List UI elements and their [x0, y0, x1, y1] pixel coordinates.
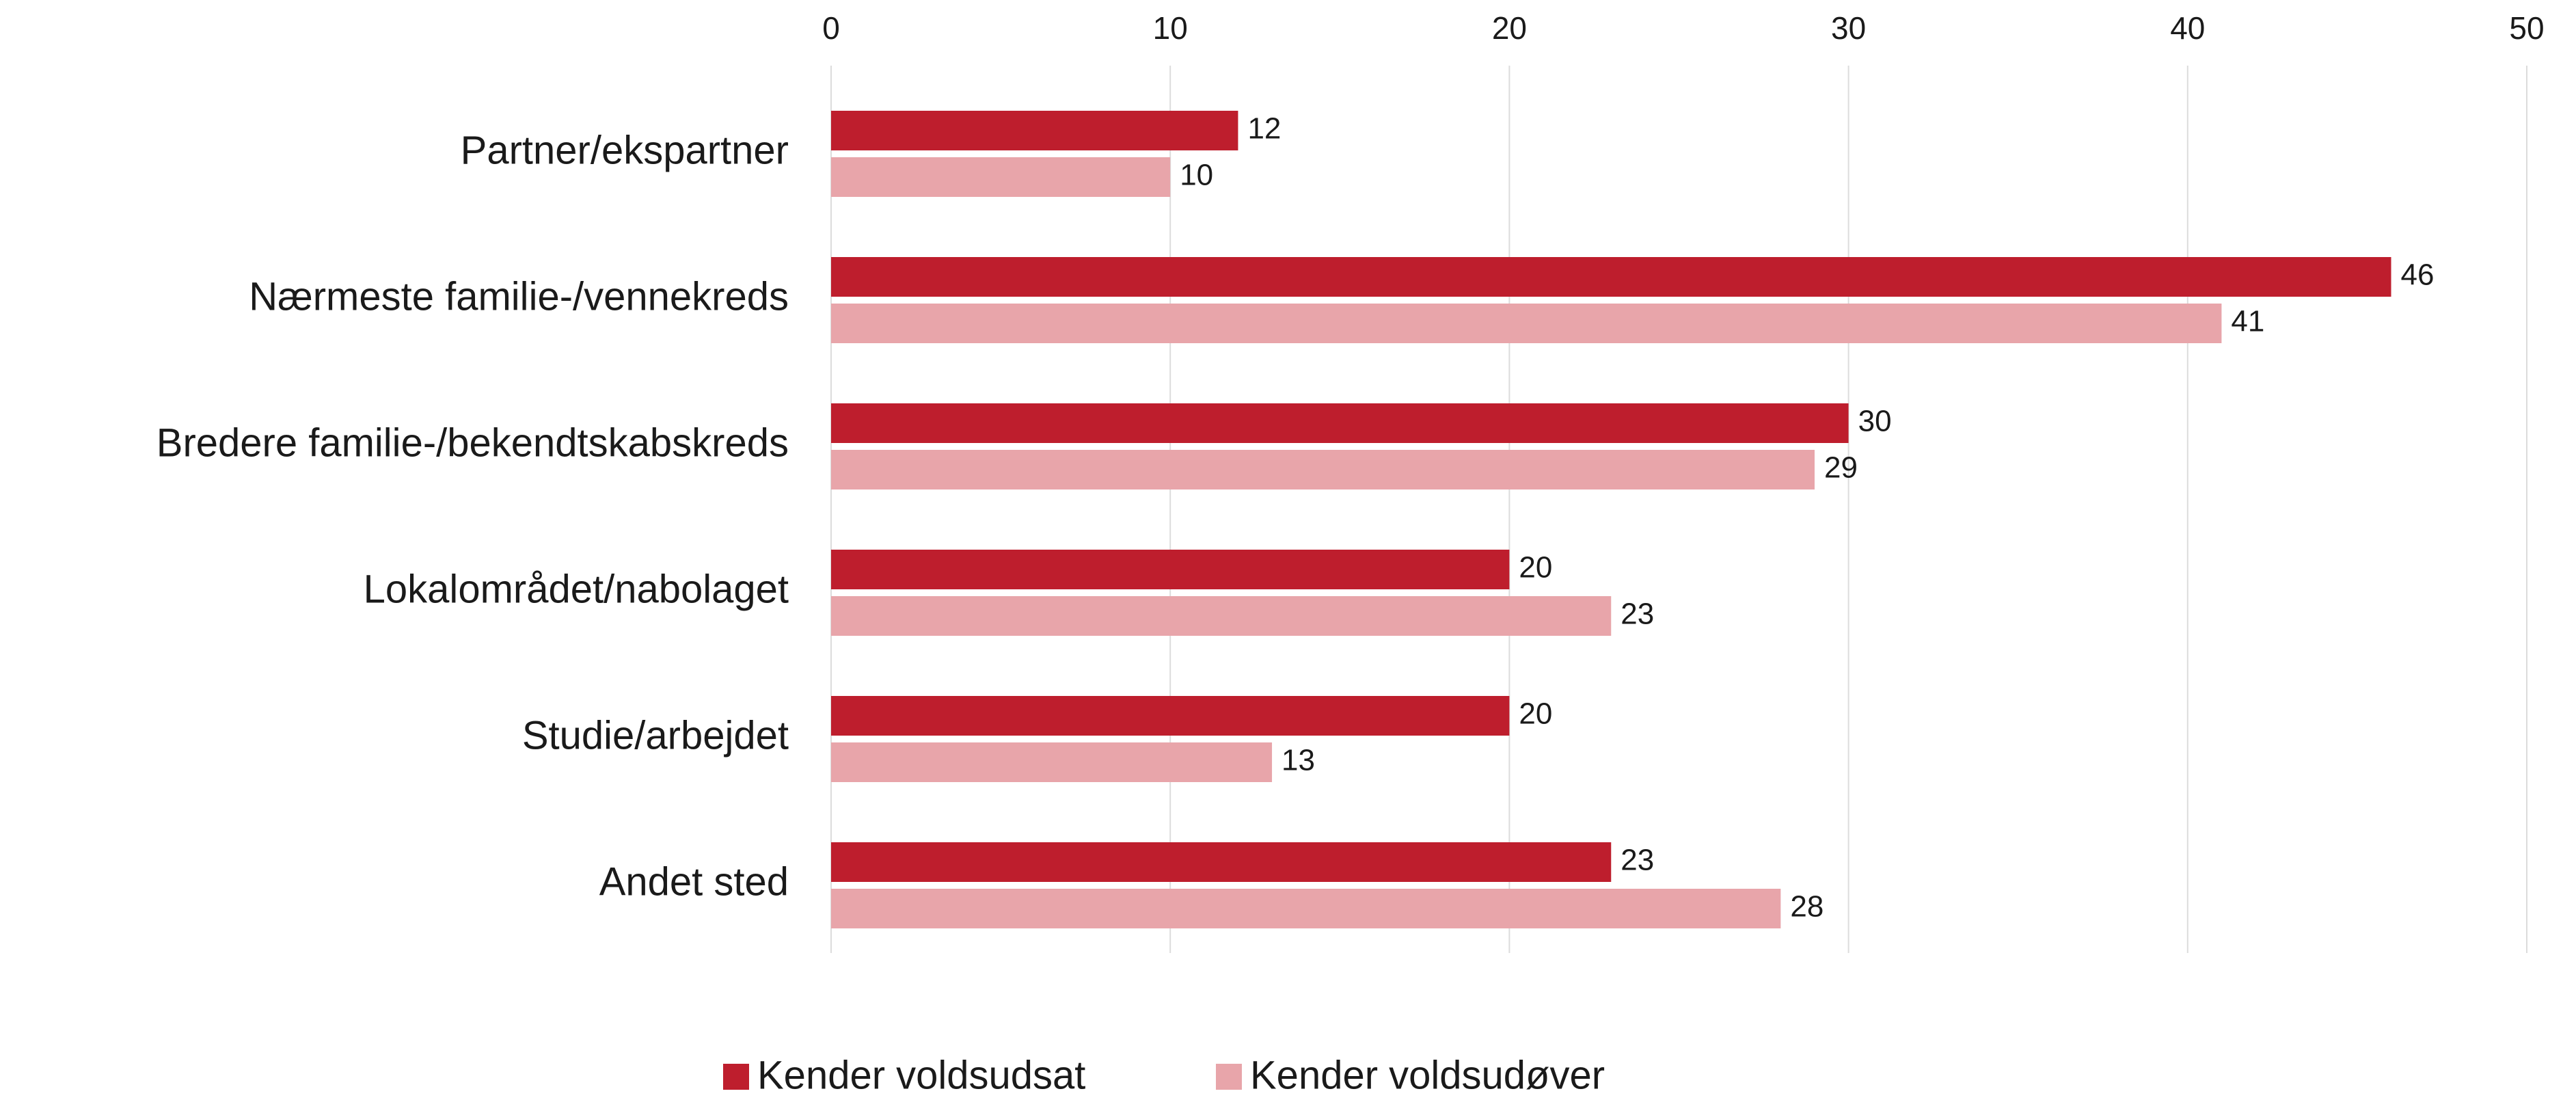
- value-label: 23: [1621, 598, 1654, 631]
- bar: [831, 889, 1781, 928]
- bar: [831, 304, 2222, 343]
- x-tick-label: 20: [1492, 10, 1527, 46]
- category-label: Lokalområdet/nabolaget: [364, 567, 789, 611]
- value-label: 30: [1858, 405, 1892, 438]
- legend-swatch: [723, 1064, 749, 1090]
- bar: [831, 742, 1273, 782]
- legend-label: Kender voldsudsat: [757, 1053, 1085, 1097]
- x-tick-label: 0: [822, 10, 840, 46]
- value-label: 23: [1621, 844, 1654, 877]
- bar: [831, 403, 1849, 443]
- x-tick-label: 40: [2170, 10, 2205, 46]
- bar: [831, 842, 1612, 882]
- category-label: Nærmeste familie-/vennekreds: [249, 274, 789, 319]
- legend-swatch: [1216, 1064, 1242, 1090]
- value-label: 13: [1282, 744, 1315, 777]
- value-label: 20: [1519, 697, 1552, 731]
- bar: [831, 111, 1238, 150]
- value-label: 12: [1247, 112, 1281, 146]
- x-tick-label: 10: [1153, 10, 1188, 46]
- value-label: 29: [1824, 451, 1858, 485]
- value-label: 41: [2231, 305, 2264, 338]
- category-label: Bredere familie-/bekendtskabskreds: [157, 420, 789, 465]
- x-tick-label: 50: [2509, 10, 2544, 46]
- bar: [831, 696, 1510, 736]
- bar: [831, 596, 1612, 636]
- legend-label: Kender voldsudøver: [1250, 1053, 1605, 1097]
- value-label: 28: [1790, 890, 1823, 924]
- bar: [831, 257, 2391, 297]
- category-label: Studie/arbejdet: [522, 713, 789, 757]
- bar: [831, 157, 1171, 197]
- value-label: 46: [2401, 258, 2435, 292]
- category-label: Andet sted: [599, 859, 789, 904]
- value-label: 20: [1519, 551, 1552, 585]
- value-label: 10: [1180, 159, 1213, 192]
- category-label: Partner/ekspartner: [461, 128, 789, 172]
- x-tick-label: 30: [1831, 10, 1866, 46]
- bar: [831, 550, 1510, 589]
- bar: [831, 450, 1815, 489]
